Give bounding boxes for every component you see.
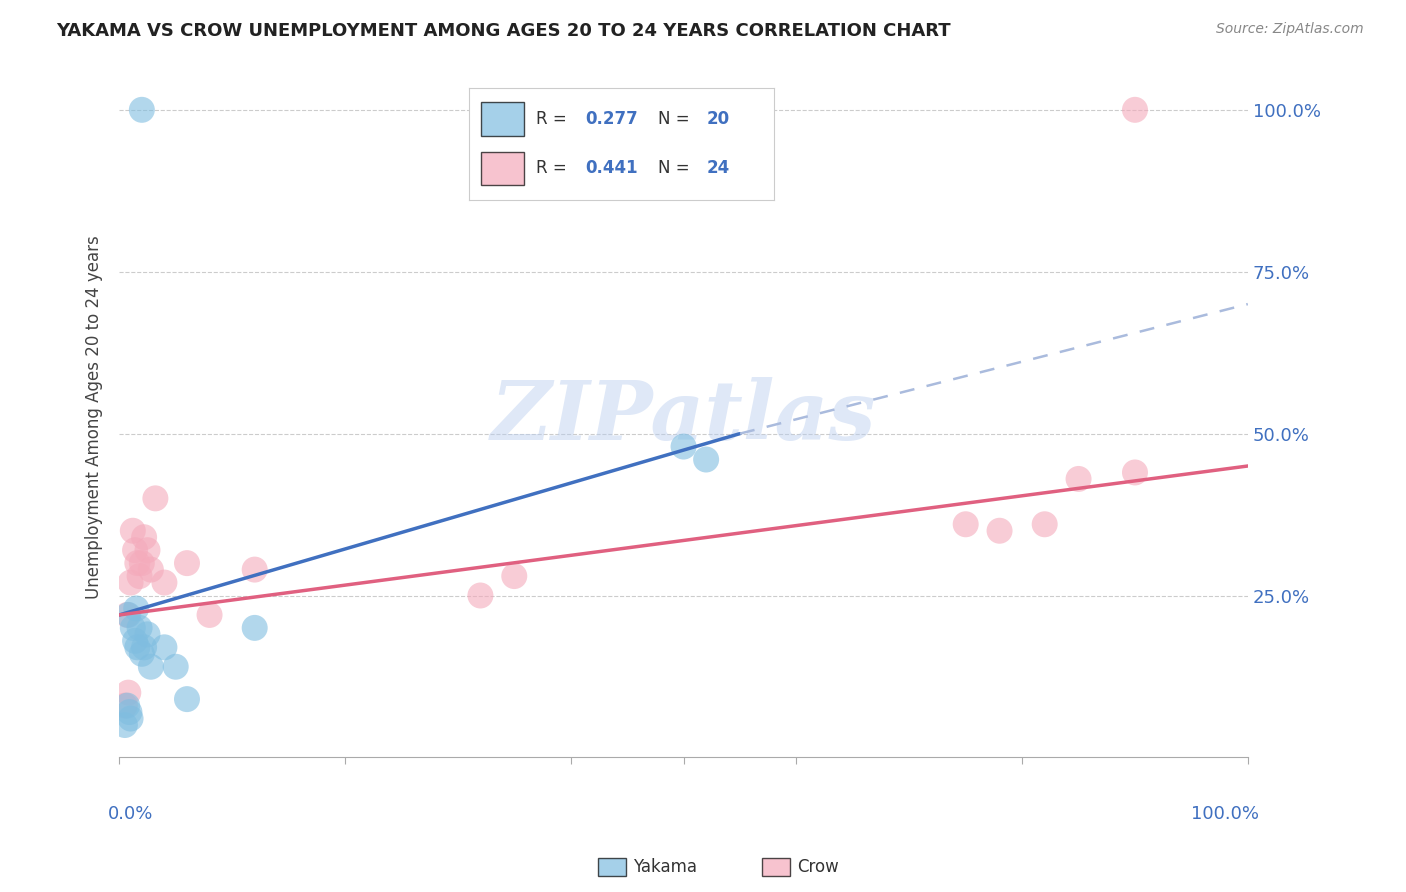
Point (115, 698, 138, 713)
Text: Yakama: Yakama (633, 858, 697, 876)
Point (1123, 103, 1146, 117)
Point (153, 640, 176, 655)
Point (131, 103, 153, 117)
Point (136, 627, 159, 641)
Text: YAKAMA VS CROW UNEMPLOYMENT AMONG AGES 20 TO 24 YEARS CORRELATION CHART: YAKAMA VS CROW UNEMPLOYMENT AMONG AGES 2… (56, 22, 950, 40)
Point (243, 563, 266, 577)
Point (117, 607, 139, 622)
Text: 100.0%: 100.0% (1191, 805, 1260, 823)
Point (127, 556, 149, 570)
Point (114, 718, 136, 732)
Point (165, 659, 187, 673)
Text: 0.0%: 0.0% (108, 805, 153, 823)
Text: ZIPatlas: ZIPatlas (491, 377, 876, 458)
Point (1123, 466, 1146, 480)
Point (124, 543, 146, 558)
Point (176, 692, 198, 706)
Point (121, 524, 143, 538)
Point (672, 440, 695, 454)
Point (131, 647, 153, 661)
Text: Crow: Crow (797, 858, 839, 876)
Point (470, 589, 492, 603)
Point (503, 569, 526, 583)
Point (145, 491, 167, 506)
Point (131, 556, 153, 570)
Point (124, 633, 146, 648)
Point (176, 556, 198, 570)
Point (198, 607, 221, 622)
Point (988, 524, 1011, 538)
Point (117, 686, 139, 700)
Point (127, 640, 149, 655)
Point (153, 575, 176, 590)
Point (139, 659, 162, 673)
Text: Source: ZipAtlas.com: Source: ZipAtlas.com (1216, 22, 1364, 37)
Point (120, 575, 142, 590)
Point (132, 530, 155, 544)
Point (118, 705, 141, 719)
Point (1033, 517, 1056, 532)
Point (136, 543, 159, 558)
Y-axis label: Unemployment Among Ages 20 to 24 years: Unemployment Among Ages 20 to 24 years (86, 235, 103, 599)
Point (139, 563, 162, 577)
Point (128, 569, 150, 583)
Point (114, 698, 136, 713)
Point (1067, 472, 1090, 486)
Point (121, 621, 143, 635)
Point (125, 601, 148, 615)
Point (955, 517, 977, 532)
Point (115, 607, 138, 622)
Point (120, 712, 142, 726)
Point (128, 621, 150, 635)
Point (132, 640, 155, 655)
Point (695, 452, 717, 467)
Point (243, 621, 266, 635)
